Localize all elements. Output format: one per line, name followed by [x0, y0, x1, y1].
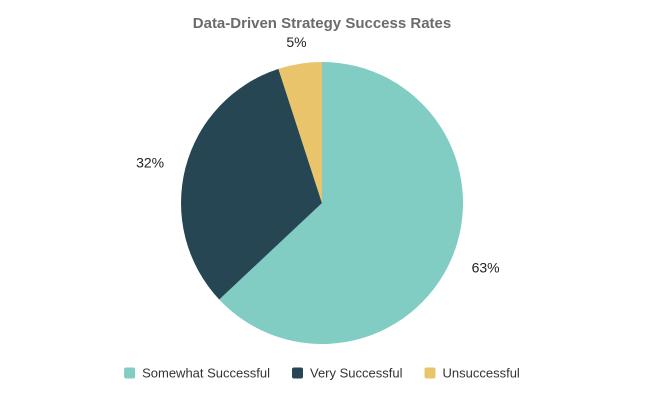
pie-slice-somewhat-successful	[219, 62, 464, 344]
legend-swatch-somewhat-successful	[124, 367, 136, 379]
data-label-somewhat-successful: 63%	[472, 260, 500, 276]
legend-item-very-successful: Very Successful	[292, 366, 403, 381]
legend-swatch-unsuccessful	[424, 367, 436, 379]
legend: Somewhat Successful Very Successful Unsucc…	[124, 366, 520, 381]
data-label-very-successful: 32%	[136, 155, 164, 171]
pie-slice-unsuccessful	[278, 62, 322, 203]
legend-item-somewhat-successful: Somewhat Successful	[124, 366, 270, 381]
legend-swatch-very-successful	[292, 367, 303, 379]
legend-label-unsuccessful: Unsuccessful	[443, 366, 520, 381]
pie-slice-very-successful	[181, 68, 322, 300]
legend-label-somewhat-successful: Somewhat Successful	[142, 366, 270, 381]
legend-label-very-successful: Very Successful	[310, 366, 403, 381]
pie-data-labels: 63% 32% 5%	[136, 34, 500, 276]
pie-slices	[181, 62, 464, 344]
chart-title: Data-Driven Strategy Success Rates	[193, 15, 451, 32]
legend-item-unsuccessful: Unsuccessful	[424, 366, 520, 381]
data-label-unsuccessful: 5%	[286, 34, 306, 50]
